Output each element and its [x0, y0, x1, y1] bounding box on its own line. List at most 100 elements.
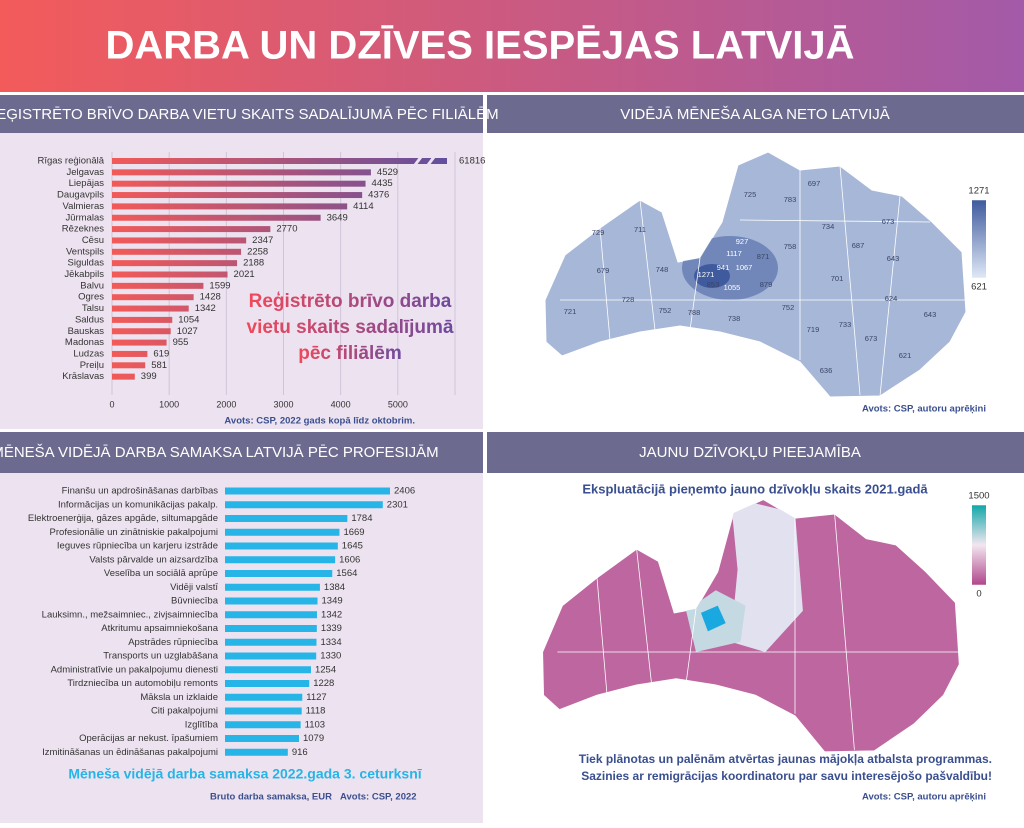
bar: [225, 721, 301, 729]
colorbar: [972, 505, 986, 585]
y-tick-label: Madonas: [65, 337, 104, 348]
value-label: 1606: [339, 554, 360, 565]
value-label: 1054: [178, 314, 199, 325]
value-label: 1564: [336, 568, 357, 579]
bar: [112, 305, 189, 312]
y-tick-label: Ogres: [78, 292, 104, 303]
bar: [225, 735, 299, 742]
y-tick-label: Valmieras: [62, 201, 104, 212]
bar: [225, 748, 288, 756]
region-value: 624: [885, 294, 898, 303]
value-label: 1079: [303, 733, 324, 744]
value-label: 4529: [377, 167, 398, 178]
bar: [225, 528, 340, 536]
region-value: 721: [564, 307, 577, 316]
region-value: 734: [822, 222, 835, 231]
region-value: 636: [820, 366, 833, 375]
region-value: 673: [865, 334, 878, 343]
y-tick-label: Būvniecība: [171, 596, 219, 607]
source: Avots: CSP, 2022 gads kopā līdz oktobrim…: [224, 416, 415, 427]
region-value: 871: [757, 252, 770, 261]
y-tick-label: Atkritumu apsaimniekošana: [101, 623, 218, 634]
y-tick-label: Izmitināšanas un ēdināšanas pakalpojumi: [42, 747, 218, 758]
y-tick-label: Valsts pārvalde un aizsardzība: [89, 554, 218, 565]
note: Sazinies ar remigrācijas koordinatoru pa…: [581, 769, 992, 783]
axis-break: [413, 156, 423, 166]
value-label: 2770: [276, 224, 297, 235]
map-latvia: [542, 499, 960, 753]
bar: [225, 570, 333, 577]
value-label: 1349: [322, 596, 343, 607]
value-label: 1127: [306, 692, 326, 703]
bar: [112, 214, 321, 221]
value-label: 1118: [306, 706, 326, 717]
bar: [112, 373, 135, 380]
bar: [112, 169, 371, 176]
value-label: 1103: [305, 719, 325, 730]
colorbar: [972, 200, 986, 278]
axis-break: [426, 156, 436, 166]
panel-header: [487, 432, 1024, 473]
value-label: 2301: [387, 499, 408, 510]
y-tick-label: Tirdzniecība un automobiļu remonts: [67, 678, 218, 689]
subtitle: Ekspluatācijā pieņemto jauno dzīvokļu sk…: [582, 481, 928, 496]
bar: [225, 611, 318, 619]
value-label: 1428: [200, 292, 221, 303]
bar: [225, 556, 336, 564]
bar: [112, 260, 238, 267]
value-label: 1027: [177, 326, 198, 337]
y-tick-label: Ventspils: [66, 246, 104, 257]
y-tick-label: Operācijas ar nekust. īpašumiem: [79, 733, 218, 744]
value-label: 4114: [353, 201, 373, 212]
bar: [225, 680, 310, 687]
y-tick-label: Vidēji valstī: [170, 582, 218, 593]
bar: [225, 625, 317, 632]
value-label: 2406: [394, 486, 415, 497]
bar: [112, 226, 271, 233]
source: Avots: CSP, autoru aprēķini: [862, 792, 986, 803]
region-value: 1117: [726, 249, 742, 258]
x-tick-label: 3000: [273, 399, 293, 409]
y-tick-label: Liepājas: [69, 178, 105, 189]
value-label: 4376: [368, 190, 389, 201]
bar: [112, 180, 366, 187]
bar: [112, 282, 204, 289]
header-band: [0, 0, 1024, 92]
bar: [225, 515, 348, 522]
bar: [225, 707, 302, 715]
value-label: 619: [153, 348, 169, 359]
value-label: 1330: [320, 651, 341, 662]
y-tick-label: Cēsu: [82, 235, 104, 246]
panel-title: VIDĒJĀ MĒNEŠA ALGA NETO LATVIJĀ: [620, 106, 890, 123]
value-label: 916: [292, 747, 308, 758]
region-value: 752: [782, 303, 795, 312]
region-value: 783: [784, 195, 797, 204]
value-label: 1342: [321, 609, 342, 620]
bar: [225, 666, 311, 674]
bar: [112, 350, 148, 357]
y-tick-label: Māksla un izklaide: [140, 692, 218, 703]
region-value: 927: [736, 237, 749, 246]
region-value: 758: [784, 242, 797, 251]
panel-header: [0, 95, 483, 133]
y-tick-label: Rīgas reģionālā: [37, 156, 104, 167]
annotation: Reģistrēto brīvo darba: [249, 291, 452, 312]
y-tick-label: Administratīvie un pakalpojumu dienesti: [51, 664, 218, 675]
bar: [225, 583, 320, 591]
value-label: 1228: [313, 678, 334, 689]
region-value: 711: [634, 225, 646, 234]
panel-title: JAUNU DZĪVOKĻU PIEEJAMĪBA: [639, 444, 861, 461]
bar: [225, 542, 338, 550]
region-value: 752: [659, 306, 672, 315]
y-tick-label: Ludzas: [73, 348, 104, 359]
value-label: 1334: [320, 637, 341, 648]
y-tick-label: Lauksimn., mežsaimniec., zivjsaimniecība: [42, 609, 219, 620]
region-value: 679: [597, 266, 610, 275]
bar: [112, 192, 363, 199]
bar: [225, 693, 303, 701]
y-tick-label: Elektroenerģija, gāzes apgāde, siltumapg…: [28, 513, 218, 524]
region-value: 725: [744, 190, 757, 199]
region-value: 728: [622, 295, 635, 304]
colorbar-label: 0: [976, 589, 981, 600]
